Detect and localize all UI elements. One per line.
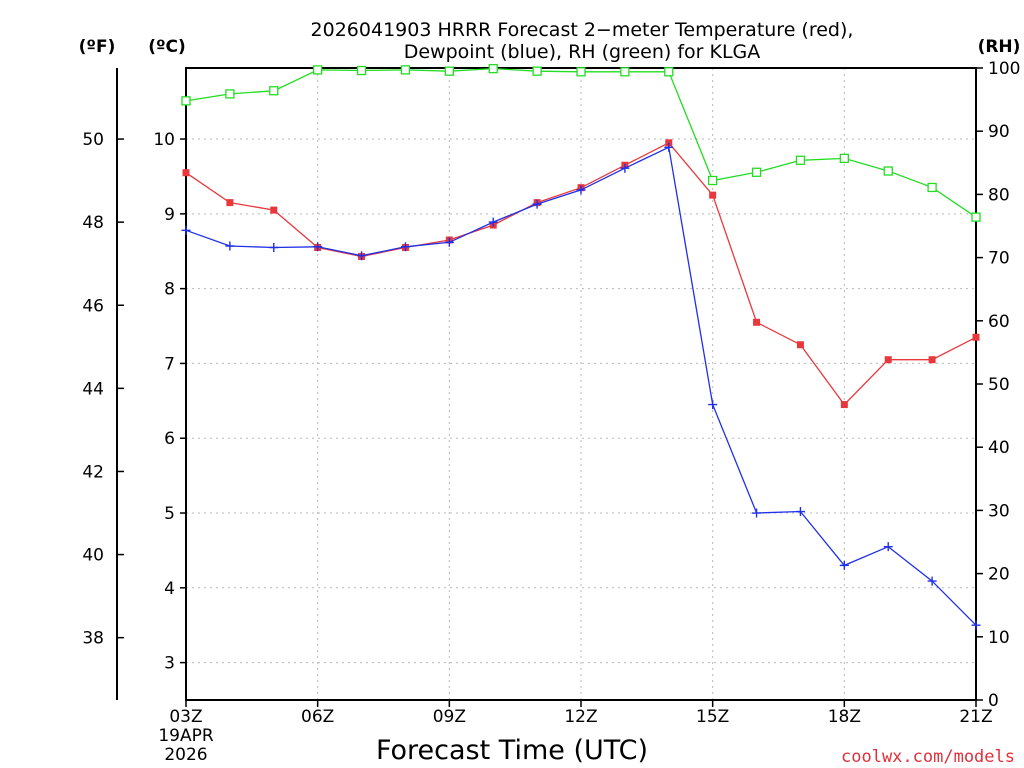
dewpoint-point-19 — [883, 542, 893, 552]
rh-point-6 — [313, 65, 323, 75]
dewpoint-point-11 — [532, 199, 542, 209]
c-tick-label-4: 4 — [164, 579, 175, 599]
f-tick-label-44: 44 — [82, 379, 104, 399]
c-tick-label-5: 5 — [164, 504, 175, 524]
temperature-point-19 — [884, 356, 892, 364]
x-tick-label-03Z: 03Z — [169, 707, 202, 727]
rh-point-12 — [576, 67, 586, 77]
vertical-gridlines — [317, 68, 845, 700]
chart-title-line1: 2026041903 HRRR Forecast 2−meter Tempera… — [311, 19, 854, 41]
rh-point-18 — [839, 153, 849, 164]
dewpoint-point-3 — [181, 225, 191, 235]
series-layer — [181, 63, 981, 630]
dewpoint-point-14 — [664, 142, 674, 152]
c-tick-label-7: 7 — [164, 354, 175, 374]
temperature-point-3 — [182, 169, 190, 177]
dewpoint-point-18 — [839, 560, 849, 570]
rh-point-3 — [181, 96, 191, 106]
rh-series — [181, 63, 981, 222]
axis-tick-labels: 03Z 06Z 09Z 12Z 15Z 18Z 21Z 3 4 5 6 7 8 9 10 38 40 42 44 46… — [82, 59, 1020, 727]
temperature-point-21 — [972, 333, 980, 341]
rh-tick-label-90: 90 — [988, 122, 1010, 142]
rh-unit-label: (RH) — [978, 37, 1021, 57]
temperature-point-20 — [928, 356, 936, 364]
rh-point-5 — [269, 86, 279, 96]
rh-point-9 — [444, 66, 454, 76]
rh-point-8 — [400, 65, 411, 75]
c-tick-label-6: 6 — [164, 429, 175, 449]
temperature-point-18 — [840, 401, 848, 409]
temperature-point-15 — [709, 191, 717, 199]
x-tick-label-18Z: 18Z — [828, 707, 861, 727]
rh-tick-label-100: 100 — [988, 59, 1020, 79]
rh-tick-label-40: 40 — [988, 438, 1010, 458]
c-tick-label-9: 9 — [164, 205, 175, 225]
temperature-point-17 — [796, 341, 804, 349]
rh-tick-label-10: 10 — [988, 628, 1010, 648]
dewpoint-point-10 — [488, 217, 498, 227]
rh-tick-label-60: 60 — [988, 312, 1010, 332]
rh-tick-label-0: 0 — [988, 691, 999, 711]
dewpoint-point-20 — [927, 576, 937, 586]
rh-point-21 — [971, 212, 981, 222]
dewpoint-point-6 — [313, 242, 323, 252]
rh-point-19 — [883, 166, 893, 176]
temperature-point-5 — [270, 206, 278, 214]
rh-point-15 — [708, 175, 718, 186]
rh-point-11 — [532, 66, 542, 76]
rh-point-17 — [795, 155, 806, 165]
dewpoint-point-9 — [444, 237, 454, 247]
x-tick-label-15Z: 15Z — [696, 707, 729, 727]
x-tick-label-21Z: 21Z — [959, 707, 992, 727]
x-tick-label-09Z: 09Z — [433, 707, 466, 727]
dewpoint-point-17 — [795, 507, 805, 517]
c-tick-label-8: 8 — [164, 280, 175, 300]
dewpoint-point-21 — [971, 620, 981, 630]
celsius-unit-label: (ºC) — [148, 37, 186, 57]
dewpoint-point-15 — [708, 400, 718, 410]
x-tick-label-06Z: 06Z — [301, 707, 334, 727]
rh-tick-label-80: 80 — [988, 185, 1010, 205]
axis-ticks — [117, 67, 983, 707]
rh-tick-label-50: 50 — [988, 375, 1010, 395]
credit-text: coolwx.com/models — [841, 747, 1015, 767]
rh-point-14 — [664, 67, 674, 77]
temperature-point-4 — [226, 199, 234, 207]
dewpoint-point-12 — [576, 185, 586, 195]
dewpoint-point-13 — [620, 163, 630, 173]
c-tick-label-10: 10 — [153, 130, 175, 150]
rh-point-13 — [620, 67, 630, 77]
fahrenheit-unit-label: (ºF) — [79, 37, 116, 57]
x-axis-title: Forecast Time (UTC) — [376, 735, 648, 766]
chart-title-line2: Dewpoint (blue), RH (green) for KLGA — [404, 41, 761, 63]
f-tick-label-48: 48 — [82, 213, 104, 233]
rh-point-20 — [927, 182, 937, 193]
dewpoint-point-7 — [357, 251, 367, 261]
dewpoint-point-16 — [752, 508, 762, 518]
rh-point-4 — [225, 89, 235, 99]
rh-tick-label-70: 70 — [988, 249, 1010, 269]
dewpoint-series — [181, 142, 981, 630]
rh-point-10 — [488, 63, 498, 74]
c-tick-label-3: 3 — [164, 654, 175, 674]
date-label-month: 19APR — [158, 726, 214, 746]
rh-tick-label-20: 20 — [988, 565, 1010, 585]
rh-point-16 — [751, 167, 762, 177]
date-label-year: 2026 — [164, 745, 207, 765]
f-tick-label-38: 38 — [82, 629, 104, 649]
temperature-point-16 — [753, 318, 761, 326]
f-tick-label-46: 46 — [82, 296, 104, 316]
dewpoint-point-4 — [225, 241, 235, 251]
f-tick-label-42: 42 — [82, 462, 104, 482]
rh-tick-label-30: 30 — [988, 501, 1010, 521]
rh-point-7 — [356, 65, 367, 76]
x-tick-label-12Z: 12Z — [564, 707, 597, 727]
f-tick-label-50: 50 — [82, 130, 104, 150]
dewpoint-point-5 — [269, 243, 279, 253]
f-tick-label-40: 40 — [82, 546, 104, 566]
dewpoint-point-8 — [400, 242, 410, 252]
